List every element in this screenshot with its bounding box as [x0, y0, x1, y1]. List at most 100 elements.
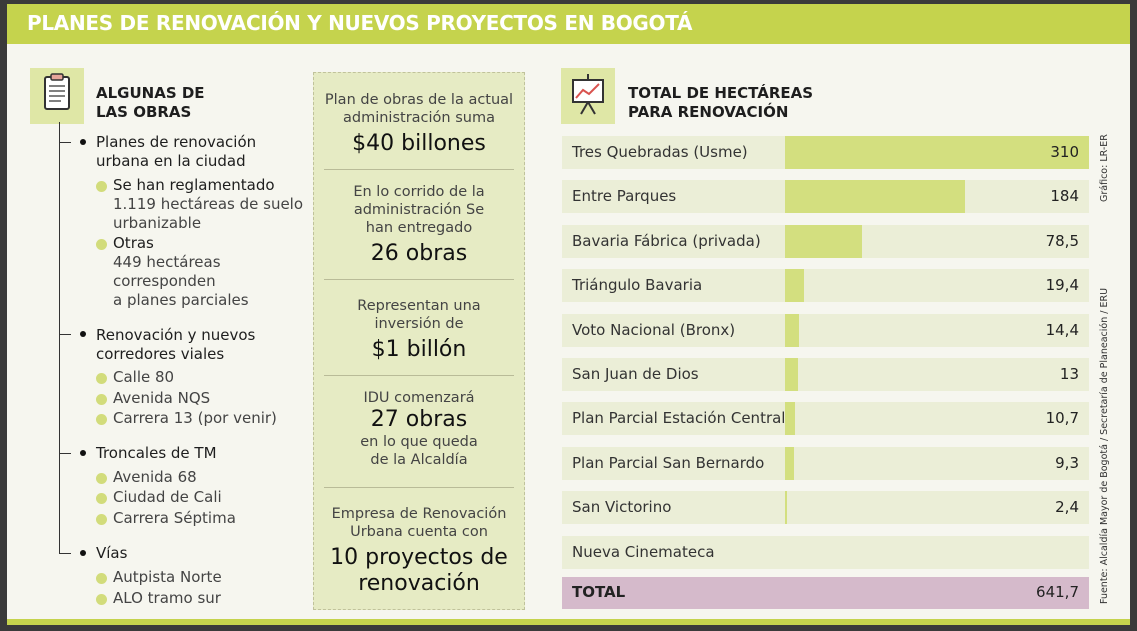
sub-bullet — [96, 373, 107, 384]
list-item-calle-80: Calle 80 — [113, 368, 175, 386]
data-label: 14,4 — [1045, 320, 1079, 339]
sub-bullet — [96, 594, 107, 605]
list-item-heading: Otras — [113, 234, 154, 252]
chart-bar — [785, 136, 1089, 169]
category-label: Bavaria Fábrica (privada) — [572, 231, 761, 250]
list-item-heading: Se han reglamentado — [113, 176, 275, 194]
tree-tick — [59, 334, 71, 335]
chart-row: San Juan de Dios 13 — [562, 358, 1089, 391]
list-item-carrera-13-label: Carrera 13 (por venir) — [113, 409, 277, 427]
list-item-text: 449 hectáreas — [113, 253, 221, 271]
total-row: TOTAL 641,7 — [562, 577, 1089, 609]
chart-row: Plan Parcial San Bernardo 9,3 — [562, 446, 1089, 480]
stat-text: IDU comenzará — [363, 390, 475, 406]
category-label: San Juan de Dios — [572, 365, 699, 383]
stat-text: inversión de — [374, 316, 464, 332]
category-label: Voto Nacional (Bronx) — [572, 320, 736, 339]
stat-eru-projects: Empresa de Renovación Urbana cuenta con … — [314, 505, 524, 597]
sub-bullet — [96, 473, 107, 484]
list-item-others: Otras 449 hectáreas corresponden a plane… — [113, 234, 249, 310]
group-title-line: urbana en la ciudad — [96, 152, 246, 170]
stat-value: 26 obras — [370, 241, 468, 266]
chart-bar — [785, 180, 966, 214]
stat-value: $40 billones — [352, 131, 486, 156]
group-title-line: Renovación y nuevos — [96, 326, 256, 344]
sub-bullet — [96, 239, 107, 250]
stat-text: han entregado — [365, 220, 473, 236]
stat-idu-works: IDU comenzará 27 obras en lo que queda d… — [314, 389, 524, 469]
chart-row: Nueva Cinemateca — [562, 535, 1089, 569]
sub-bullet — [96, 181, 107, 192]
category-label: Tres Quebradas (Usme) — [572, 143, 748, 161]
stat-text: Plan de obras de la actual — [324, 92, 514, 108]
works-group-renovation-plans: Planes de renovación urbana en la ciudad — [96, 133, 256, 171]
stat-text: Urbana cuenta con — [350, 524, 488, 540]
hectares-title-line-2: PARA RENOVACIÓN — [628, 103, 789, 121]
total-value: 641,7 — [1036, 583, 1079, 601]
bullet — [80, 139, 86, 145]
data-label: 19,4 — [1045, 276, 1079, 295]
works-title-line-1: ALGUNAS DE — [96, 84, 205, 102]
chart-row: Tres Quebradas (Usme) 310 — [562, 136, 1089, 169]
category-label: Entre Parques — [572, 187, 677, 206]
list-item-text: urbanizable — [113, 214, 202, 232]
list-item-ciudad-de-cali: Ciudad de Cali — [113, 488, 222, 506]
chart-row: San Victorino 2,4 — [562, 491, 1089, 525]
chart-bar — [785, 224, 862, 258]
category-label: Triángulo Bavaria — [572, 276, 703, 295]
graphic-credit: Gráfico: LR-ER — [1099, 134, 1110, 202]
works-title-line-2: LAS OBRAS — [96, 103, 192, 121]
list-item-text: corresponden — [113, 272, 216, 290]
works-section-title: ALGUNAS DE LAS OBRAS — [96, 84, 205, 122]
stat-value: $1 billón — [371, 337, 467, 362]
divider — [324, 487, 514, 488]
chart-bar — [785, 358, 798, 391]
sub-bullet — [96, 573, 107, 584]
presentation-chart-icon — [561, 68, 615, 124]
clipboard-icon — [30, 68, 84, 124]
bullet — [80, 550, 86, 556]
chart-bar — [785, 313, 800, 347]
source-note: Fuente: Alcaldía Mayor de Bogotá / Secre… — [1099, 287, 1110, 604]
chart-row: Plan Parcial Estación Central 10,7 — [562, 402, 1089, 436]
list-item-avenida-nqs: Avenida NQS — [113, 389, 211, 407]
tree-tick — [59, 453, 71, 454]
chart-bar — [785, 402, 796, 436]
data-label: 2,4 — [1055, 498, 1079, 517]
data-label: 10,7 — [1045, 409, 1079, 428]
group-title-line: corredores viales — [96, 345, 225, 363]
list-item-regulated: Se han reglamentado 1.119 hectáreas de s… — [113, 176, 303, 233]
stat-text: Empresa de Renovación — [331, 506, 507, 522]
works-group-road-corridors: Renovación y nuevos corredores viales — [96, 326, 255, 364]
works-group-roads: Vías — [96, 544, 128, 562]
data-label: 310 — [1050, 143, 1079, 161]
chart-bar — [785, 491, 788, 525]
tree-tick — [59, 142, 71, 143]
page-title: PLANES DE RENOVACIÓN Y NUEVOS PROYECTOS … — [27, 11, 693, 35]
category-label: Plan Parcial San Bernardo — [572, 453, 765, 472]
stat-text: En lo corrido de la — [353, 184, 485, 200]
stat-text: en lo que queda — [360, 434, 478, 450]
hectares-section-title: TOTAL DE HECTÁREAS PARA RENOVACIÓN — [628, 84, 813, 122]
divider — [324, 375, 514, 376]
bullet — [80, 331, 86, 337]
total-label: TOTAL — [572, 583, 626, 601]
chart-bar — [785, 446, 795, 480]
stat-total-budget: Plan de obras de la actual administració… — [314, 91, 524, 157]
list-item-text: a planes parciales — [113, 291, 249, 309]
bullet — [80, 450, 86, 456]
list-item-carrera-septima: Carrera Séptima — [113, 509, 236, 527]
stat-value: 10 proyectos de renovación — [330, 545, 508, 596]
bottom-accent-bar — [7, 619, 1130, 625]
stat-investment: Representan una inversión de $1 billón — [314, 297, 524, 363]
tree-connector — [59, 122, 60, 554]
stat-text: Representan una — [357, 298, 481, 314]
chart-row: Bavaria Fábrica (privada) 78,5 — [562, 224, 1089, 258]
group-title-line: Planes de renovación — [96, 133, 257, 151]
infographic-frame: PLANES DE RENOVACIÓN Y NUEVOS PROYECTOS … — [7, 4, 1130, 625]
category-label: San Victorino — [572, 498, 672, 517]
list-item-autopista-norte: Autpista Norte — [113, 568, 222, 586]
sub-bullet — [96, 493, 107, 504]
tree-tick — [59, 553, 71, 554]
stat-text: administración Se — [353, 202, 485, 218]
